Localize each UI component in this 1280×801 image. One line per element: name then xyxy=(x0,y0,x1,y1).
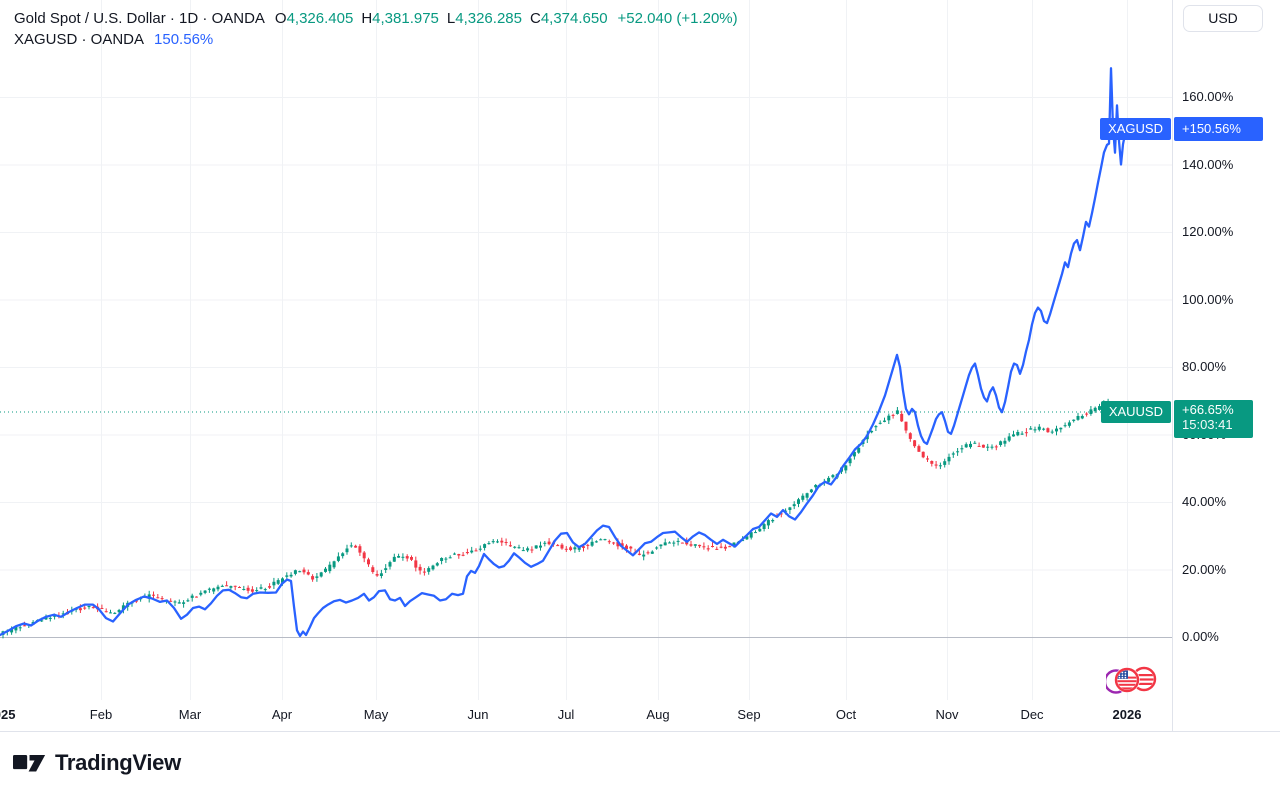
ohlc-open: O4,326.405 xyxy=(274,9,354,27)
time-scale-label: Nov xyxy=(935,707,959,722)
time-scale-label: May xyxy=(363,707,389,722)
ohlc-close: C4,374.650 xyxy=(529,9,608,27)
currency-toggle-button[interactable]: USD xyxy=(1183,5,1263,32)
symbol-title[interactable]: Gold Spot / U.S. Dollar · 1D · OANDA xyxy=(14,9,265,27)
time-scale-label: 2026 xyxy=(1112,707,1142,722)
price-scale-label: 160.00% xyxy=(1182,89,1234,104)
xauusd-last-value-badge: +66.65% 15:03:41 xyxy=(1174,400,1253,439)
compare-series-row: XAGUSD · OANDA 150.56% xyxy=(14,31,738,48)
time-scale-label: Oct xyxy=(835,707,857,722)
ohlc-low: L4,326.285 xyxy=(446,9,522,27)
time-scale-label: Apr xyxy=(271,707,293,722)
xagusd-last-value-badge: +150.56% xyxy=(1174,116,1263,141)
price-scale[interactable]: 0.00%20.00%40.00%60.00%80.00%100.00%120.… xyxy=(1172,0,1280,700)
time-scale-label: Feb xyxy=(89,707,113,722)
time-scale-separator xyxy=(0,731,1280,732)
xagusd-series-badge[interactable]: XAGUSD xyxy=(1100,117,1171,140)
bar-countdown-timer: 15:03:41 xyxy=(1182,417,1233,433)
tradingview-logo-icon xyxy=(13,754,46,772)
xauusd-last-value: +66.65% xyxy=(1182,402,1234,418)
price-scale-label: 100.00% xyxy=(1182,291,1234,307)
xagusd-line xyxy=(0,67,1128,638)
price-scale-label: 20.00% xyxy=(1182,561,1227,577)
price-scale-label: 140.00% xyxy=(1182,156,1234,172)
economic-events-icons[interactable] xyxy=(1106,662,1160,698)
tradingview-logo-link[interactable]: TradingView xyxy=(13,744,181,782)
time-scale-label: Dec xyxy=(1020,707,1044,722)
xauusd-series-badge[interactable]: XAUUSD xyxy=(1100,401,1171,424)
price-scale-label: 40.00% xyxy=(1182,494,1227,509)
time-scale-label: Mar xyxy=(178,707,202,722)
time-scale-label: Sep xyxy=(737,707,761,722)
legend: Gold Spot / U.S. Dollar · 1D · OANDA O4,… xyxy=(14,7,738,49)
price-scale-separator xyxy=(1172,0,1173,731)
time-scale-label: 2025 xyxy=(0,707,16,722)
time-scale-label: Aug xyxy=(646,707,670,722)
price-scale-label: 0.00% xyxy=(1182,629,1219,644)
time-scale-label: Jul xyxy=(557,707,575,722)
price-scale-label: 120.00% xyxy=(1182,224,1234,239)
event-icon-us-flag xyxy=(1114,667,1140,693)
main-series-row: Gold Spot / U.S. Dollar · 1D · OANDA O4,… xyxy=(14,7,738,29)
compare-change-value: 150.56% xyxy=(154,31,214,48)
price-chart-pane[interactable] xyxy=(0,0,1172,700)
price-chart-canvas xyxy=(0,0,1172,700)
tradingview-logo-text: TradingView xyxy=(55,750,181,775)
time-scale[interactable]: 2025 Feb Mar Apr May Jun Jul Aug Sep Oct Nov Dec 202… xyxy=(0,700,1172,731)
price-scale-label: 80.00% xyxy=(1182,359,1227,374)
change-value: +52.040 (+1.20%) xyxy=(617,9,738,27)
compare-symbol-title[interactable]: XAGUSD · OANDA xyxy=(14,31,145,48)
time-scale-label: Jun xyxy=(467,707,489,722)
ohlc-high: H4,381.975 xyxy=(361,9,439,27)
